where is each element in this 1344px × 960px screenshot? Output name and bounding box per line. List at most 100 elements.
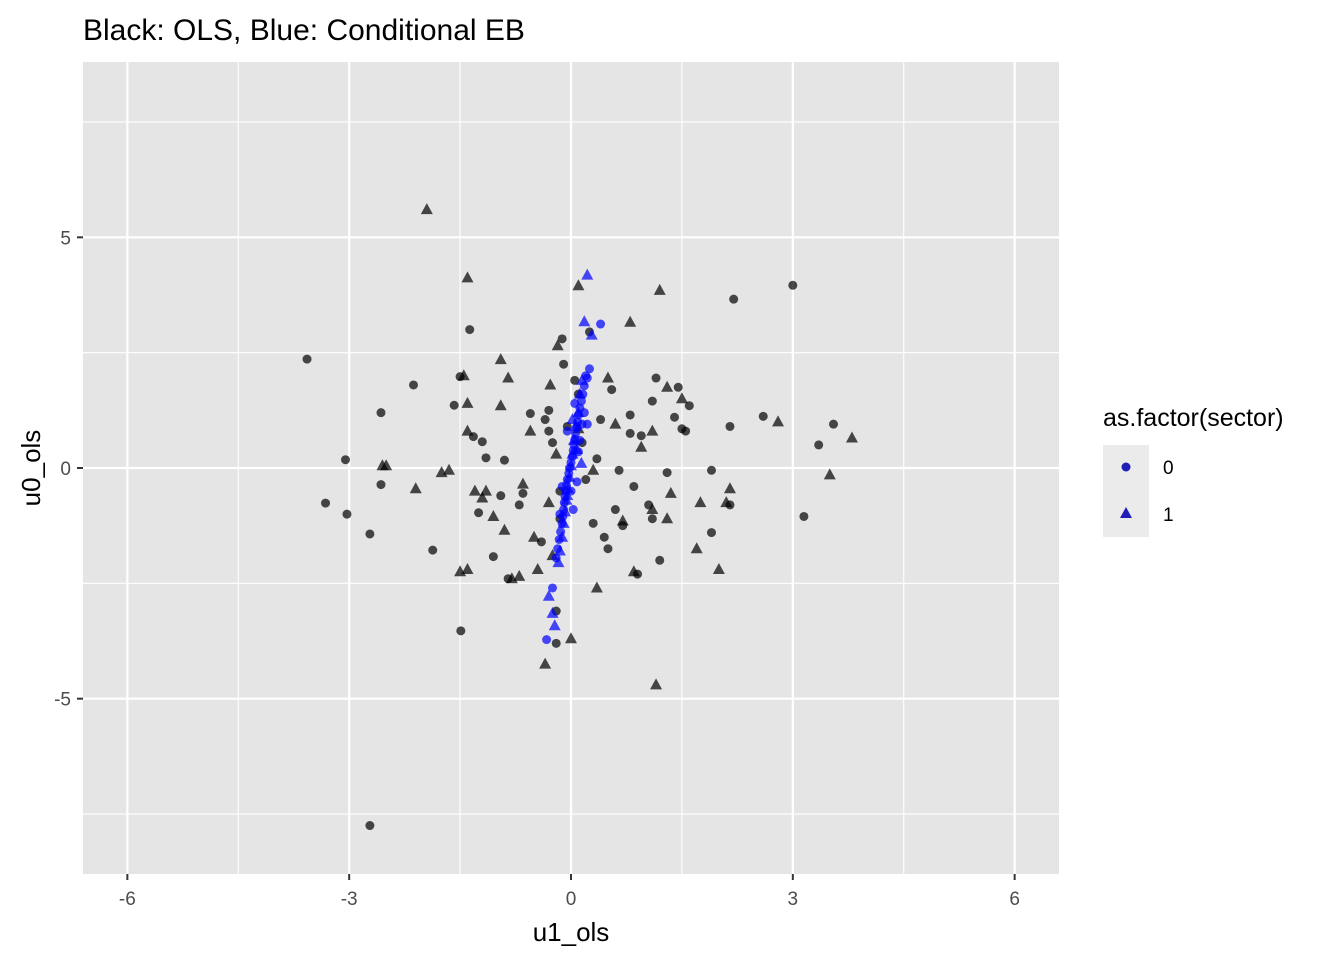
legend-key-triangle <box>1120 507 1132 518</box>
ols-point-sector-1 <box>635 440 648 452</box>
eb-point-sector-0 <box>582 419 592 429</box>
eb-point-sector-1 <box>581 268 594 280</box>
ols-point-sector-0 <box>551 638 561 648</box>
y-tick-label: 5 <box>60 228 71 249</box>
ols-point-sector-1 <box>513 569 526 581</box>
eb-point-sector-0 <box>572 477 582 487</box>
eb-point-sector-1 <box>573 387 586 399</box>
ols-point-sector-1 <box>420 203 433 215</box>
ols-point-sector-1 <box>772 415 785 427</box>
ols-point-sector-0 <box>557 334 567 344</box>
ols-point-sector-0 <box>629 481 639 491</box>
ols-point-sector-1 <box>653 283 666 295</box>
ols-point-sector-0 <box>610 505 620 515</box>
y-tick-label: -5 <box>54 690 71 711</box>
ols-point-sector-1 <box>572 279 585 291</box>
ols-point-sector-1 <box>502 371 515 383</box>
ols-point-sector-1 <box>664 486 677 498</box>
ols-point-sector-0 <box>655 555 665 565</box>
ols-point-sector-0 <box>758 411 768 421</box>
eb-point-sector-1 <box>557 516 570 528</box>
eb-point-sector-0 <box>548 583 558 593</box>
eb-point-sector-1 <box>563 470 576 482</box>
eb-point-sector-0 <box>542 635 552 645</box>
x-tick-label: -3 <box>341 889 358 910</box>
ols-point-sector-0 <box>499 455 509 465</box>
ols-point-sector-0 <box>581 475 591 485</box>
eb-point-sector-1 <box>578 315 591 327</box>
ols-point-sector-1 <box>461 396 474 408</box>
eb-point-sector-1 <box>561 489 574 501</box>
legend-title: as.factor(sector) <box>1103 404 1284 432</box>
ols-point-sector-0 <box>651 373 661 383</box>
eb-point-sector-1 <box>542 589 555 601</box>
ols-point-sector-0 <box>588 518 598 528</box>
eb-point-sector-1 <box>548 619 561 631</box>
ols-point-sector-1 <box>627 565 640 577</box>
ols-point-sector-1 <box>461 563 474 574</box>
ols-point-sector-0 <box>496 491 506 501</box>
eb-point-sector-1 <box>572 406 585 418</box>
y-axis-title: u0_ols <box>16 430 46 507</box>
eb-point-sector-1 <box>576 373 589 385</box>
eb-point-sector-0 <box>570 398 580 408</box>
ols-point-sector-0 <box>662 468 672 478</box>
ols-point-sector-1 <box>646 503 659 515</box>
ols-point-sector-0 <box>365 821 375 831</box>
ols-point-sector-0 <box>477 437 487 447</box>
ols-point-sector-1 <box>479 484 492 496</box>
ols-point-sector-0 <box>570 375 580 385</box>
ols-point-sector-1 <box>616 514 629 526</box>
eb-point-sector-1 <box>575 456 588 468</box>
ols-point-sector-1 <box>624 315 637 327</box>
eb-point-sector-1 <box>570 443 583 455</box>
ols-point-sector-1 <box>565 632 577 644</box>
ols-point-sector-0 <box>449 400 459 410</box>
ols-point-sector-0 <box>625 410 635 420</box>
ols-point-sector-0 <box>684 401 694 411</box>
ols-point-sector-1 <box>542 496 555 508</box>
ols-point-sector-0 <box>465 325 475 335</box>
ols-point-sector-0 <box>302 354 312 364</box>
ols-point-sector-1 <box>646 424 659 436</box>
ols-point-sector-0 <box>409 380 419 390</box>
ols-point-sector-1 <box>528 530 541 542</box>
ols-point-sector-1 <box>550 447 563 459</box>
ols-point-sector-1 <box>551 339 564 351</box>
eb-point-sector-1 <box>585 328 598 340</box>
ols-point-sector-1 <box>524 424 537 436</box>
ols-point-sector-0 <box>548 438 558 448</box>
ols-point-sector-1 <box>601 371 614 383</box>
ols-point-sector-1 <box>675 392 688 404</box>
ols-point-sector-0 <box>376 408 386 418</box>
ols-point-sector-0 <box>481 453 491 463</box>
eb-point-sector-1 <box>552 556 565 568</box>
ols-point-sector-1 <box>661 380 674 392</box>
ols-point-sector-1 <box>587 463 600 475</box>
eb-point-sector-1 <box>566 413 579 425</box>
ols-point-sector-1 <box>694 496 707 508</box>
ols-point-sector-1 <box>457 369 470 381</box>
ols-point-sector-1 <box>690 542 703 554</box>
ols-point-sector-1 <box>590 581 603 593</box>
ols-point-sector-0 <box>544 426 554 436</box>
ols-point-sector-0 <box>614 465 624 475</box>
ols-point-sector-0 <box>321 498 331 508</box>
eb-point-sector-0 <box>562 426 572 436</box>
ols-point-sector-1 <box>376 459 389 471</box>
eb-point-sector-1 <box>567 433 580 445</box>
eb-point-sector-1 <box>559 505 572 517</box>
eb-point-sector-0 <box>596 319 606 329</box>
ols-point-sector-0 <box>340 455 350 465</box>
ols-point-sector-0 <box>474 508 484 518</box>
ols-point-sector-1 <box>661 512 674 524</box>
x-axis: -6 -3 0 3 6 <box>119 874 1020 910</box>
ols-point-sector-1 <box>720 496 733 508</box>
ols-point-sector-1 <box>531 563 544 574</box>
eb-point-sector-1 <box>546 606 559 618</box>
ols-point-sector-1 <box>609 417 622 429</box>
eb-point-sector-0 <box>584 364 594 374</box>
ols-point-sector-1 <box>498 523 511 535</box>
legend: as.factor(sector) 0 1 <box>1103 404 1284 537</box>
